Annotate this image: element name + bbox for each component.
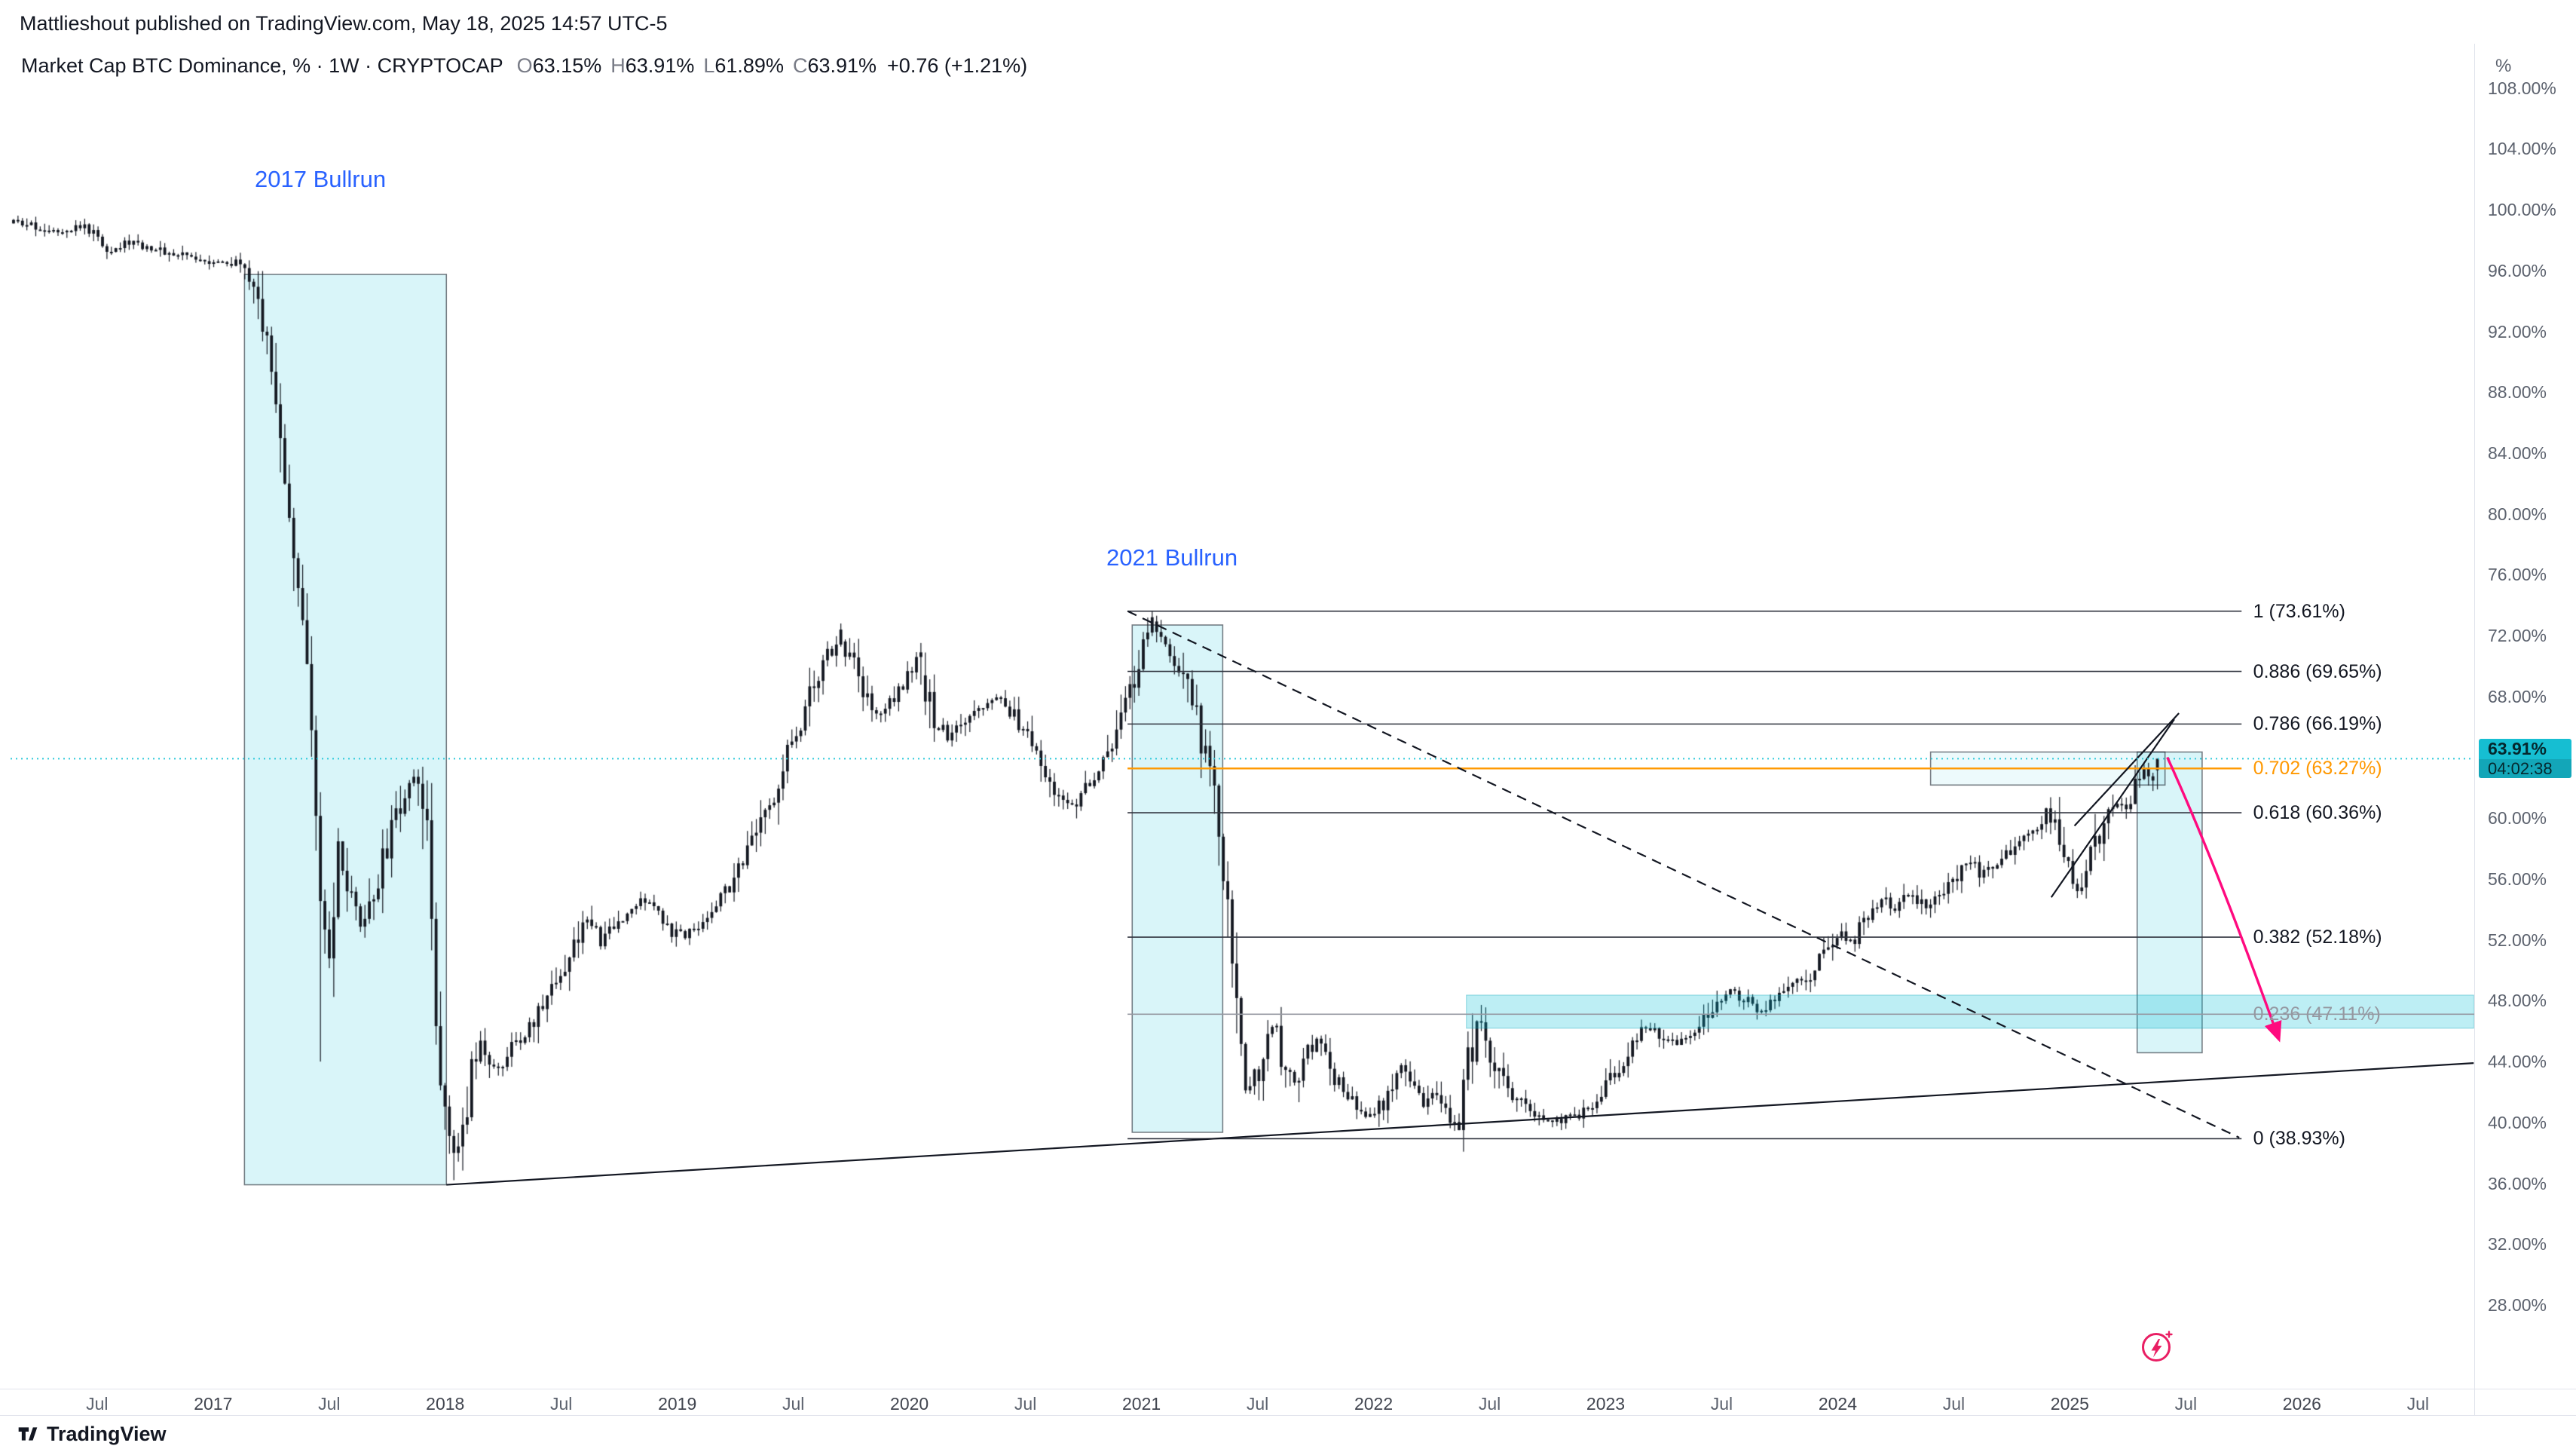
time-tick-label: 2025 [2050, 1394, 2089, 1414]
bar-countdown: 04:02:38 [2479, 759, 2571, 779]
price-tick-label: 28.00% [2488, 1294, 2547, 1315]
boost-lightning-icon[interactable] [2139, 1328, 2175, 1365]
ohlc-open-key: O [516, 54, 533, 77]
price-tick-label: 96.00% [2488, 260, 2547, 280]
time-tick-label: Jul [550, 1394, 573, 1414]
price-axis-unit: % [2495, 56, 2512, 76]
price-tick-label: 88.00% [2488, 382, 2547, 403]
ohlc-close-key: C [792, 54, 808, 77]
price-tick-label: 44.00% [2488, 1052, 2547, 1072]
time-tick-label: Jul [1710, 1394, 1733, 1414]
time-tick-label: Jul [1942, 1394, 1966, 1414]
chart-legend: Market Cap BTC Dominance, % · 1W · CRYPT… [21, 54, 1027, 78]
time-tick-label: Jul [1014, 1394, 1037, 1414]
time-tick-label: 2022 [1354, 1394, 1394, 1414]
price-tick-label: 84.00% [2488, 443, 2547, 464]
candlestick-canvas[interactable] [0, 0, 2474, 1389]
tradingview-brand[interactable]: TradingView [47, 1422, 167, 1445]
price-tick-label: 56.00% [2488, 868, 2547, 889]
wedge-upper-line [2073, 712, 2180, 827]
time-tick-label: 2021 [1122, 1394, 1161, 1414]
price-tick-label: 60.00% [2488, 808, 2547, 829]
price-tick-label: 92.00% [2488, 321, 2547, 342]
ohlc-high-key: H [610, 54, 626, 77]
support-band-0236 [1466, 994, 2474, 1029]
ohlc-low-value: 61.89% [714, 54, 784, 77]
ohlc-close-value: 63.91% [807, 54, 877, 77]
price-tick-label: 36.00% [2488, 1173, 2547, 1193]
tradingview-logo-icon[interactable] [17, 1423, 39, 1445]
current-price-badge[interactable]: 63.91% 04:02:38 [2479, 739, 2571, 779]
price-tick-label: 76.00% [2488, 565, 2547, 585]
time-axis[interactable]: Jul 2017 Jul 2018 Jul 2019 Jul 2020 Jul 2021 Jul 20… [0, 1389, 2576, 1416]
time-tick-label: Jul [2174, 1394, 2198, 1414]
wedge-lower-line [2050, 718, 2175, 898]
time-tick-label: Jul [1246, 1394, 1269, 1414]
price-tick-label: 80.00% [2488, 504, 2547, 524]
time-tick-label: 2024 [1818, 1394, 1858, 1414]
price-tick-label: 108.00% [2488, 78, 2556, 98]
time-tick-label: Jul [318, 1394, 341, 1414]
ohlc-open-value: 63.15% [532, 54, 602, 77]
time-tick-label: 2020 [890, 1394, 929, 1414]
projection-arrow [2166, 756, 2282, 1043]
time-tick-label: 2017 [194, 1394, 233, 1414]
price-tick-label: 100.00% [2488, 200, 2556, 220]
ohlc-high-value: 63.91% [625, 54, 695, 77]
price-axis-divider [2474, 44, 2475, 1416]
chart-area[interactable]: Market Cap BTC Dominance, % · 1W · CRYPT… [0, 0, 2474, 1389]
price-tick-label: 52.00% [2488, 930, 2547, 950]
drawing-lines-layer [11, 610, 2474, 1186]
price-tick-label: 40.00% [2488, 1112, 2547, 1132]
price-tick-label: 32.00% [2488, 1234, 2547, 1254]
symbol-title[interactable]: Market Cap BTC Dominance, % · 1W · CRYPT… [21, 54, 503, 77]
price-tick-label: 72.00% [2488, 626, 2547, 646]
descending-dashed-trendline [1127, 610, 2240, 1138]
ascending-support-trendline [446, 1062, 2474, 1186]
time-tick-label: 2019 [658, 1394, 697, 1414]
ohlc-low-key: L [703, 54, 715, 77]
time-tick-label: 2026 [2282, 1394, 2321, 1414]
time-tick-label: Jul [2406, 1394, 2430, 1414]
change-value: +0.76 (+1.21%) [887, 54, 1028, 77]
time-tick-label: 2018 [426, 1394, 465, 1414]
price-tick-label: 68.00% [2488, 686, 2547, 706]
price-tick-label: 104.00% [2488, 139, 2556, 159]
footer-divider [0, 1415, 2576, 1416]
publish-header: Mattlieshout published on TradingView.co… [0, 0, 2576, 44]
footer-bar: TradingView [0, 1416, 2576, 1452]
time-tick-label: Jul [86, 1394, 109, 1414]
time-tick-label: Jul [1478, 1394, 1501, 1414]
price-axis[interactable]: % 108.00% 104.00% 100.00% 96.00% 92.00% 88.00… [2474, 0, 2576, 1416]
publish-info-text: Mattlieshout published on TradingView.co… [20, 12, 668, 35]
current-price-value: 63.91% [2488, 739, 2547, 759]
time-tick-label: 2023 [1586, 1394, 1626, 1414]
time-tick-label: Jul [782, 1394, 805, 1414]
price-tick-label: 48.00% [2488, 991, 2547, 1011]
